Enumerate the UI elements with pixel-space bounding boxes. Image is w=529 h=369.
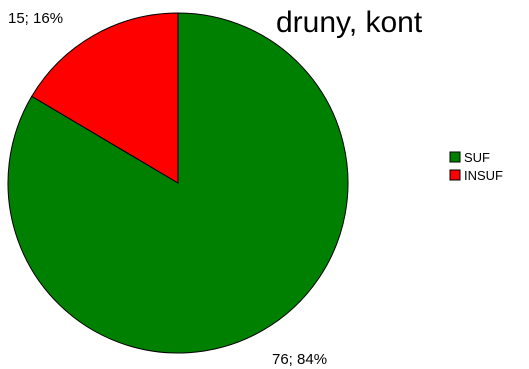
pie-slices — [7, 12, 349, 354]
legend-label-suf: SUF — [464, 150, 490, 165]
legend: SUF INSUF — [449, 150, 503, 183]
pie-slice-insuf — [31, 12, 179, 184]
legend-swatch-insuf — [449, 169, 461, 181]
data-label-insuf: 15; 16% — [8, 10, 63, 27]
legend-label-insuf: INSUF — [464, 168, 503, 183]
data-label-suf: 76; 84% — [272, 351, 327, 368]
legend-swatch-suf — [449, 151, 461, 163]
chart-title: druny, kont — [276, 6, 423, 39]
